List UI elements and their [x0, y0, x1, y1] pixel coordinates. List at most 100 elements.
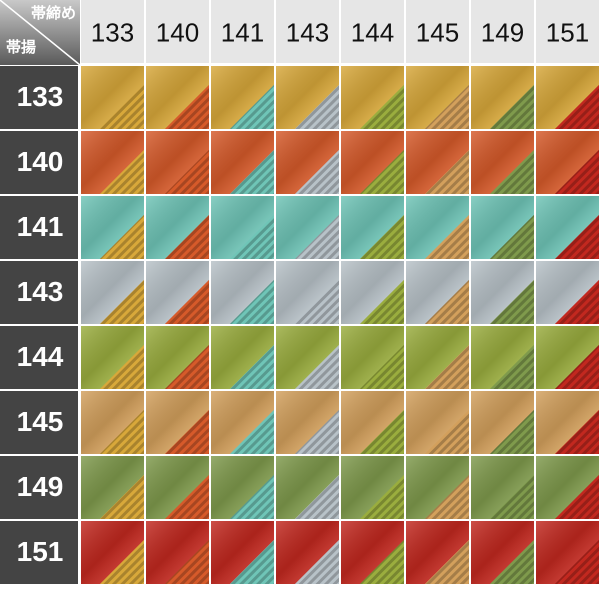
- braid-texture: [554, 409, 599, 454]
- row-header: 144: [17, 341, 64, 372]
- braid-texture: [229, 474, 274, 519]
- braid-texture: [359, 214, 404, 259]
- braid-texture: [489, 344, 534, 389]
- row-header-cell: [0, 521, 78, 584]
- braid-texture: [359, 149, 404, 194]
- column-header-cell: [146, 0, 209, 63]
- braid-texture: [424, 539, 469, 584]
- braid-texture: [99, 344, 144, 389]
- braid-texture: [294, 84, 339, 129]
- braid-texture: [554, 214, 599, 259]
- row-header: 140: [17, 146, 64, 177]
- column-header: 145: [416, 17, 459, 47]
- braid-texture: [554, 474, 599, 519]
- column-header-cell: [341, 0, 404, 63]
- braid-texture: [294, 409, 339, 454]
- braid-texture: [164, 149, 209, 194]
- braid-texture: [164, 84, 209, 129]
- braid-texture: [359, 539, 404, 584]
- braid-texture: [229, 214, 274, 259]
- row-header: 149: [17, 471, 64, 502]
- braid-texture: [99, 279, 144, 324]
- row-header-cell: [0, 391, 78, 454]
- braid-texture: [99, 214, 144, 259]
- braid-texture: [554, 149, 599, 194]
- braid-texture: [164, 474, 209, 519]
- braid-texture: [359, 279, 404, 324]
- braid-texture: [229, 84, 274, 129]
- braid-texture: [229, 149, 274, 194]
- braid-texture: [489, 279, 534, 324]
- row-header-cell: [0, 196, 78, 259]
- row-header-cell: [0, 261, 78, 324]
- row-header: 133: [17, 81, 64, 112]
- braid-texture: [164, 279, 209, 324]
- column-header: 151: [546, 17, 589, 47]
- braid-texture: [489, 474, 534, 519]
- braid-texture: [489, 539, 534, 584]
- row-header-cell: [0, 66, 78, 129]
- braid-texture: [99, 409, 144, 454]
- braid-texture: [489, 409, 534, 454]
- braid-texture: [489, 214, 534, 259]
- corner-diagonal: [0, 0, 81, 66]
- column-header-cell: [406, 0, 469, 63]
- row-header: 141: [17, 211, 64, 242]
- column-header-cell: [211, 0, 274, 63]
- column-header: 149: [481, 17, 524, 47]
- braid-texture: [554, 344, 599, 389]
- braid-texture: [229, 344, 274, 389]
- braid-texture: [164, 539, 209, 584]
- row-header-cell: [0, 456, 78, 519]
- braid-texture: [424, 149, 469, 194]
- column-header: 140: [156, 17, 199, 47]
- braid-texture: [294, 149, 339, 194]
- braid-texture: [424, 409, 469, 454]
- braid-texture: [489, 149, 534, 194]
- column-header-cell: [536, 0, 599, 63]
- braid-texture: [229, 279, 274, 324]
- braid-texture: [99, 539, 144, 584]
- braid-texture: [554, 84, 599, 129]
- braid-texture: [554, 539, 599, 584]
- braid-texture: [294, 279, 339, 324]
- braid-texture: [99, 84, 144, 129]
- column-header-cell: [471, 0, 534, 63]
- braid-texture: [294, 344, 339, 389]
- braid-texture: [424, 344, 469, 389]
- braid-texture: [294, 214, 339, 259]
- braid-texture: [424, 84, 469, 129]
- braid-texture: [164, 344, 209, 389]
- braid-texture: [164, 214, 209, 259]
- column-header: 133: [91, 17, 134, 47]
- braid-texture: [359, 84, 404, 129]
- corner-bottom-label: 帯揚: [6, 38, 36, 56]
- braid-texture: [554, 279, 599, 324]
- column-header: 144: [351, 17, 394, 47]
- column-header: 143: [286, 17, 329, 47]
- braid-texture: [229, 539, 274, 584]
- column-header-cell: [81, 0, 144, 63]
- braid-texture: [359, 409, 404, 454]
- column-header: 141: [221, 17, 264, 47]
- braid-texture: [99, 474, 144, 519]
- braid-texture: [99, 149, 144, 194]
- row-header-cell: [0, 131, 78, 194]
- braid-texture: [424, 214, 469, 259]
- row-header: 145: [17, 406, 64, 437]
- braid-texture: [294, 539, 339, 584]
- corner-top-label: 帯締め: [31, 4, 76, 22]
- row-header: 143: [17, 276, 64, 307]
- column-header-cell: [276, 0, 339, 63]
- row-header-cell: [0, 326, 78, 389]
- braid-texture: [424, 279, 469, 324]
- braid-texture: [294, 474, 339, 519]
- braid-texture: [359, 344, 404, 389]
- braid-texture: [229, 409, 274, 454]
- braid-texture: [489, 84, 534, 129]
- row-header: 151: [17, 536, 64, 567]
- braid-texture: [359, 474, 404, 519]
- braid-texture: [164, 409, 209, 454]
- braid-texture: [424, 474, 469, 519]
